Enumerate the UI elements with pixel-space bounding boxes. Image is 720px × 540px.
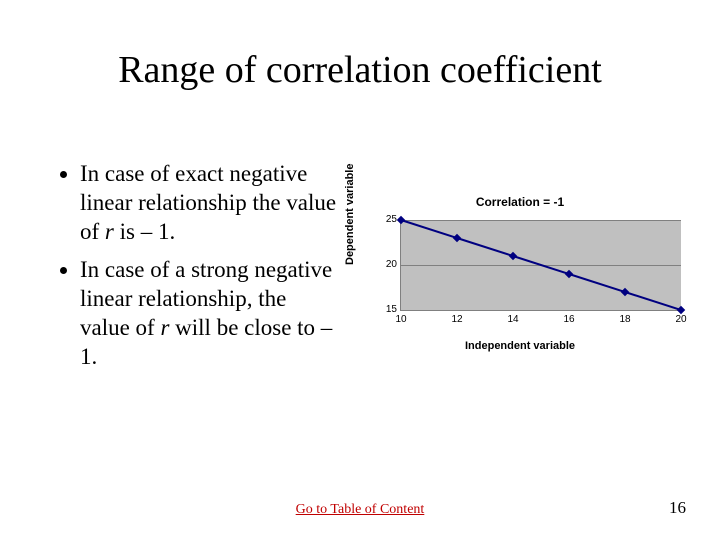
table-of-contents-link[interactable]: Go to Table of Content xyxy=(0,502,720,518)
chart-xlabel: Independent variable xyxy=(350,340,690,352)
bullet-1-text-b: is – 1. xyxy=(114,219,175,244)
chart-plot-area: 152025101214161820 xyxy=(400,220,681,311)
chart-xtick: 12 xyxy=(451,314,462,325)
slide: Range of correlation coefficient In case… xyxy=(0,0,720,540)
slide-number: 16 xyxy=(669,498,686,518)
chart-ylabel: Dependent variable xyxy=(344,164,356,265)
correlation-chart: Correlation = -1 Dependent variable 1520… xyxy=(350,180,690,350)
chart-line-segment xyxy=(569,273,626,293)
chart-gridline xyxy=(401,220,681,221)
bullet-1-r: r xyxy=(105,219,114,244)
chart-line-segment xyxy=(401,219,458,239)
chart-marker xyxy=(621,288,629,296)
bullet-list: In case of exact negative linear relatio… xyxy=(58,160,338,381)
bullet-2: In case of a strong negative linear rela… xyxy=(80,256,338,371)
chart-title: Correlation = -1 xyxy=(350,195,690,209)
chart-marker xyxy=(565,270,573,278)
chart-xtick: 16 xyxy=(563,314,574,325)
chart-line-segment xyxy=(457,237,514,257)
chart-ytick: 15 xyxy=(377,304,397,315)
chart-xtick: 10 xyxy=(395,314,406,325)
bullet-1: In case of exact negative linear relatio… xyxy=(80,160,338,246)
chart-ytick: 25 xyxy=(377,214,397,225)
chart-marker xyxy=(677,306,685,314)
chart-marker xyxy=(397,216,405,224)
chart-xtick: 14 xyxy=(507,314,518,325)
chart-marker xyxy=(453,234,461,242)
page-title: Range of correlation coefficient xyxy=(0,48,720,92)
chart-xtick: 20 xyxy=(675,314,686,325)
chart-line-segment xyxy=(625,291,682,311)
chart-ytick: 20 xyxy=(377,259,397,270)
chart-marker xyxy=(509,252,517,260)
chart-xtick: 18 xyxy=(619,314,630,325)
